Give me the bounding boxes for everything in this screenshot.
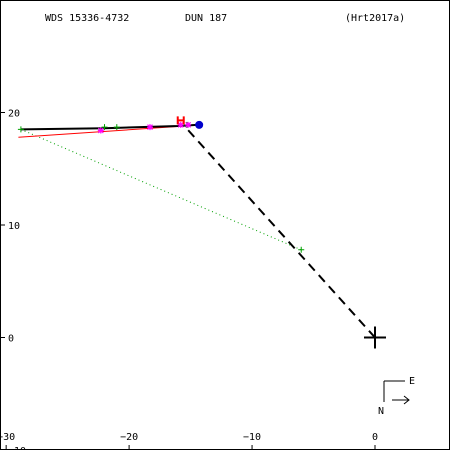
compass-north-label: N	[378, 406, 384, 417]
primary-star-marker	[364, 326, 386, 349]
red-mark	[176, 116, 185, 125]
axis-ticks	[0, 112, 376, 450]
x-tick-label: −30	[0, 432, 15, 443]
chart-marks	[17, 116, 386, 349]
dotted-line	[20, 128, 302, 251]
discoverer-label: DUN 187	[185, 13, 227, 24]
compass-arrow-head	[403, 395, 410, 405]
y-tick-label: 0	[8, 334, 14, 345]
blue-dot-point	[195, 120, 204, 129]
axis-tick-labels: −30 −20 −10 0 −10 0 10 20	[0, 109, 378, 450]
x-tick-label: 0	[372, 432, 378, 443]
node-line	[183, 125, 376, 339]
green-plus-point	[298, 246, 305, 253]
magenta-star-point	[185, 121, 192, 128]
orbit-ref-label: (Hrt2017a)	[345, 13, 405, 24]
y-tick-label: 10	[8, 221, 20, 232]
wds-id-label: WDS 15336-4732	[45, 13, 129, 24]
y-tick-label: −10	[8, 446, 26, 450]
compass: E N	[378, 376, 415, 417]
green-plus-point	[17, 126, 24, 133]
magenta-star-point	[97, 127, 104, 134]
magenta-star-point	[177, 121, 184, 128]
y-tick-label: 20	[8, 109, 20, 120]
green-plus-point	[101, 124, 108, 131]
magenta-star-point	[147, 124, 153, 131]
compass-east-label: E	[409, 376, 415, 387]
x-tick-label: −20	[120, 432, 138, 443]
orbit-arc	[20, 123, 197, 131]
green-plus-point	[113, 124, 120, 131]
x-tick-label: −10	[243, 432, 261, 443]
